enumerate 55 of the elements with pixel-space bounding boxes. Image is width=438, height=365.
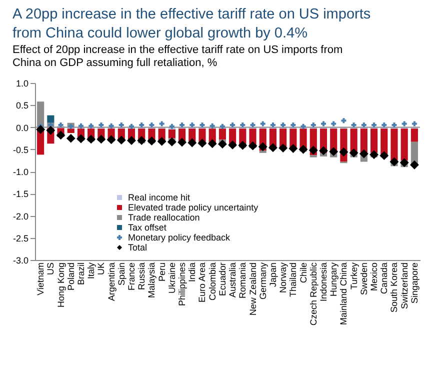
x-tick-label: Thailand	[288, 262, 298, 298]
x-tick-label: Hong Kong	[56, 262, 66, 308]
legend-label: Elevated trade policy uncertainty	[128, 202, 259, 212]
chart-title: A 20pp increase in the effective tariff rate on US imports from China could lower global growth by 0.4%	[12, 6, 371, 42]
legend-label: Real income hit	[128, 192, 191, 202]
x-tick-label: Brazil	[76, 262, 86, 286]
x-tick-label: Czech Republic	[308, 262, 318, 326]
x-tick-label: Mexico	[369, 262, 380, 292]
y-tick-label: -0.5	[12, 144, 28, 155]
x-tick-label: Ecuador	[217, 262, 228, 296]
x-tick-label: Turkey	[348, 262, 359, 290]
y-tick-label: -1.5	[12, 189, 28, 200]
x-tick-label: Russia	[136, 262, 147, 290]
y-tick-label: 1.0	[16, 78, 28, 88]
x-tick-label: Canada	[379, 262, 390, 294]
x-tick-label: Peru	[156, 262, 167, 282]
legend-label: Tax offset	[128, 222, 167, 232]
x-tick-label: Switzerland	[399, 262, 410, 310]
y-tick-label: -3.0	[12, 256, 28, 266]
legend-label: Monetary policy feedback	[128, 232, 231, 242]
x-tick-label: Colombia	[207, 262, 218, 301]
x-tick-label: Ukraine	[166, 262, 177, 294]
x-tick-label: South Korea	[389, 262, 400, 313]
legend-label: Trade reallocation	[128, 212, 200, 222]
x-tick-label: Malaysia	[146, 262, 157, 298]
x-tick-label: Vietnam	[36, 262, 46, 296]
x-tick-label: Hungary	[328, 262, 339, 297]
x-tick-label: Singapore	[409, 262, 420, 304]
x-tick-label: Chile	[298, 262, 308, 284]
x-tick-label: Poland	[66, 262, 76, 291]
x-tick-label: Australia	[228, 262, 238, 298]
y-tick-label: -2.0	[12, 211, 28, 222]
x-tick-label: Spain	[116, 262, 126, 286]
y-tick-label: 0.0	[16, 122, 28, 133]
x-tick-label: Sweden	[358, 262, 369, 296]
x-tick-label: Argentina	[106, 262, 116, 302]
x-tick-label: Germany	[258, 262, 268, 300]
x-tick-label: India	[187, 262, 198, 282]
y-tick-label: -2.5	[12, 233, 28, 244]
x-tick-label: Mainland China	[338, 262, 349, 326]
x-tick-label: Euro Area	[197, 262, 208, 303]
x-tick-label: Italy	[86, 262, 96, 280]
x-tick-label: Philippines	[177, 262, 188, 306]
x-tick-label: Japan	[268, 262, 278, 288]
legend-label: Total	[128, 242, 148, 252]
x-tick-label: France	[126, 262, 137, 291]
x-tick-label: Norway	[278, 262, 288, 294]
x-tick-label: New Zealand	[248, 262, 258, 316]
x-tick-label: Romania	[238, 262, 248, 299]
y-tick-label: -1.0	[12, 167, 28, 177]
y-tick-label: 0.5	[16, 100, 28, 111]
x-tick-label: US	[46, 262, 56, 276]
x-tick-label: Indonesia	[318, 262, 328, 302]
chart-subtitle: Effect of 20pp increase in the effective tariff rate on US imports from China on GDP assuming full retaliation, %	[12, 44, 343, 69]
x-tick-label: UK	[96, 262, 106, 276]
